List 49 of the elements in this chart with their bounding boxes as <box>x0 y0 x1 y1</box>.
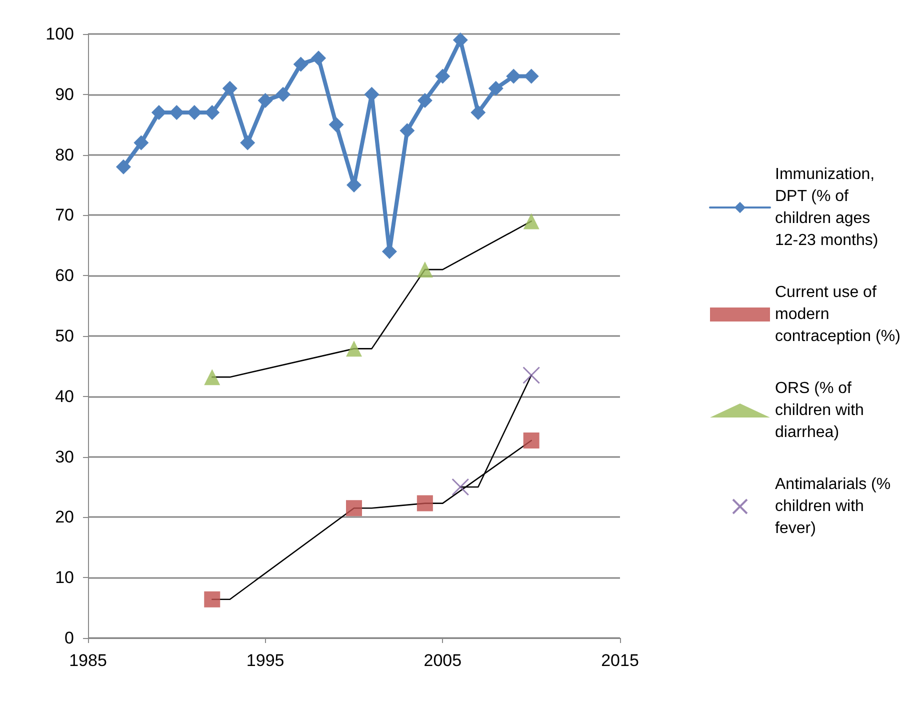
y-tick-label: 20 <box>55 508 74 527</box>
point <box>400 123 415 138</box>
point <box>523 213 540 230</box>
point <box>204 105 220 120</box>
y-tick-label: 10 <box>55 568 74 588</box>
point <box>151 105 166 120</box>
point <box>470 105 486 120</box>
y-tick-label: 60 <box>55 266 74 286</box>
y-tick-label: 0 <box>64 628 74 648</box>
legend-label: Immunization, DPT (% of children ages 12-23 months) <box>775 166 880 249</box>
point <box>311 50 326 66</box>
x-tick-label: 2005 <box>424 651 462 670</box>
point <box>116 159 131 174</box>
point <box>452 478 470 496</box>
x-tick-label: 1995 <box>246 651 284 670</box>
point <box>417 92 432 108</box>
point <box>435 68 450 84</box>
point <box>346 340 362 357</box>
y-tick-label: 40 <box>55 386 74 406</box>
point <box>488 80 504 96</box>
point <box>222 80 238 96</box>
point <box>134 135 149 150</box>
y-tick-label: 30 <box>55 447 74 466</box>
legend-label: ORS (% of children with diarrhea) <box>775 380 868 441</box>
y-tick-label: 50 <box>55 326 74 346</box>
point <box>522 366 540 384</box>
point <box>258 92 273 108</box>
point <box>346 500 362 516</box>
point <box>169 105 184 120</box>
x-tick-label: 1985 <box>69 651 107 670</box>
point <box>524 68 539 84</box>
point <box>204 369 220 386</box>
point <box>452 32 468 48</box>
point <box>506 68 522 84</box>
point <box>523 432 540 448</box>
point <box>416 262 433 278</box>
y-tick-label: 100 <box>46 24 74 44</box>
legend-label: Current use of modern contraception (%) <box>775 284 900 345</box>
x-tick-label: 2015 <box>601 651 639 670</box>
point <box>293 56 308 72</box>
point <box>204 591 220 608</box>
y-tick-label: 80 <box>55 145 74 164</box>
legend-label: Antimalarials (% children with fever) <box>775 476 896 537</box>
point <box>328 117 344 132</box>
point <box>240 135 256 150</box>
y-tick-label: 70 <box>55 206 74 225</box>
y-tick-label: 90 <box>55 84 74 104</box>
point <box>416 495 433 512</box>
point <box>276 86 291 102</box>
